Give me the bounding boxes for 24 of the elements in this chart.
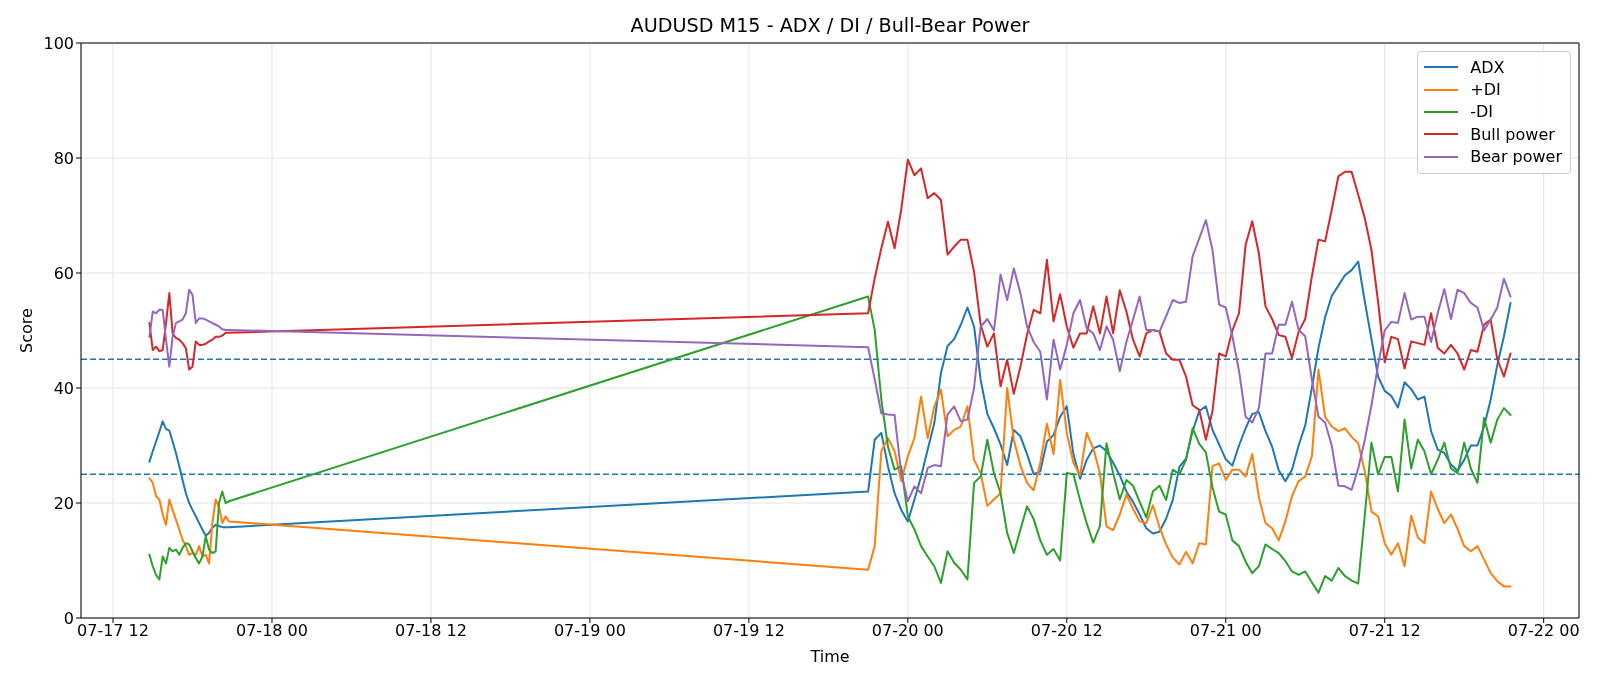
y-tick-label: 80 [53,148,74,168]
x-tick-label: 07-21 12 [1348,621,1421,641]
x-tick-label: 07-17 12 [77,621,149,641]
legend-label: +DI [1470,80,1501,100]
y-tick-label: 0 [63,608,74,628]
x-axis-title: Time [809,646,850,666]
y-tick-label: 20 [53,493,74,513]
y-tick-label: 40 [53,378,74,398]
legend-label: Bear power [1470,147,1562,167]
legend-label: -DI [1470,102,1494,122]
x-tick-label: 07-22 00 [1507,621,1580,641]
x-tick-label: 07-18 00 [236,621,308,641]
x-tick-label: 07-20 00 [871,621,944,641]
x-tick-label: 07-18 12 [394,621,467,641]
x-tick-label: 07-19 12 [712,621,785,641]
y-tick-label: 100 [43,33,74,53]
legend-label: Bull power [1470,124,1555,144]
y-tick-label: 60 [53,263,74,283]
chart-title: AUDUSD M15 - ADX / DI / Bull-Bear Power [629,14,1031,38]
x-tick-label: 07-19 00 [553,621,626,641]
y-axis-title: Score [16,308,36,353]
legend-label: ADX [1470,57,1505,77]
x-tick-label: 07-20 12 [1030,621,1103,641]
x-tick-label: 07-21 00 [1189,621,1262,641]
